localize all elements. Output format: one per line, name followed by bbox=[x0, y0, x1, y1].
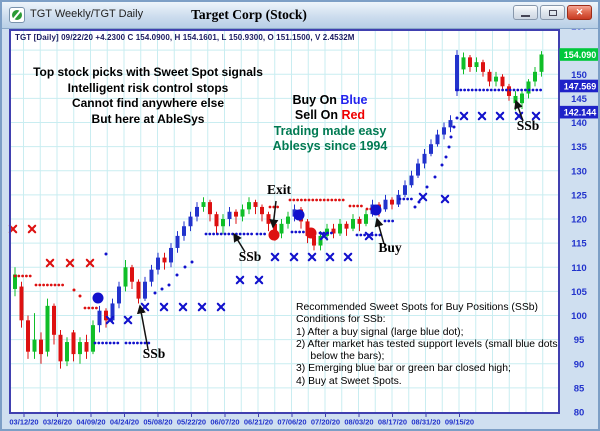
gridlines bbox=[10, 30, 559, 413]
cond-line: Recommended Sweet Spots for Buy Position… bbox=[296, 302, 538, 313]
svg-text:07/20/20: 07/20/20 bbox=[311, 418, 340, 427]
cond-line: 4) Buy at Sweet Spots. bbox=[296, 375, 402, 387]
close-icon: ✕ bbox=[575, 7, 584, 17]
svg-text:07/06/20: 07/06/20 bbox=[277, 418, 306, 427]
quote-line: TGT [Daily] 09/22/20 +4.2300 C 154.0900,… bbox=[15, 33, 355, 42]
cond-line: Conditions for SSb: bbox=[296, 314, 386, 326]
svg-text:06/07/20: 06/07/20 bbox=[210, 418, 239, 427]
support-resistance-dots bbox=[13, 88, 542, 345]
svg-text:Exit: Exit bbox=[267, 182, 292, 197]
svg-text:142.144: 142.144 bbox=[564, 108, 597, 118]
promo-line: But here at AbleSys bbox=[91, 111, 205, 126]
svg-text:154.090: 154.090 bbox=[564, 50, 597, 60]
svg-text:05/08/20: 05/08/20 bbox=[143, 418, 172, 427]
maximize-icon bbox=[549, 10, 557, 16]
svg-text:SSb: SSb bbox=[517, 118, 540, 133]
slogan-block: Buy On Blue Sell On Red Trading made eas… bbox=[254, 93, 406, 154]
maximize-button[interactable] bbox=[540, 5, 565, 20]
promo-line: Cannot find anywhere else bbox=[71, 96, 225, 110]
slogan-sell-line: Sell On Red bbox=[254, 108, 406, 123]
signal-dots bbox=[92, 204, 382, 304]
close-button[interactable]: ✕ bbox=[567, 5, 592, 20]
window-controls: ✕ bbox=[513, 5, 592, 20]
svg-text:145: 145 bbox=[571, 94, 588, 105]
cond-line: below the bars); bbox=[296, 351, 385, 363]
svg-text:100: 100 bbox=[571, 311, 587, 322]
date-axis: 03/12/20 03/26/20 04/09/20 04/24/20 05/08/20… bbox=[9, 413, 474, 427]
svg-text:135: 135 bbox=[571, 142, 588, 153]
svg-text:110: 110 bbox=[571, 263, 586, 274]
svg-text:80: 80 bbox=[574, 408, 585, 419]
sell-word: Red bbox=[341, 108, 366, 123]
svg-text:130: 130 bbox=[571, 166, 587, 177]
conditions-block: Recommended Sweet Spots for Buy Position… bbox=[296, 302, 558, 388]
svg-text:SSb: SSb bbox=[143, 346, 166, 361]
svg-text:04/24/20: 04/24/20 bbox=[110, 418, 139, 427]
window-title-center: Target Corp (Stock) bbox=[191, 7, 307, 22]
globe-icon bbox=[12, 10, 22, 20]
svg-text:90: 90 bbox=[574, 359, 585, 370]
cond-line: 3) Emerging blue bar or green bar closed… bbox=[296, 363, 511, 375]
sell-prefix: Sell On bbox=[294, 108, 342, 123]
svg-text:08/03/20: 08/03/20 bbox=[344, 418, 373, 427]
svg-text:04/09/20: 04/09/20 bbox=[76, 418, 105, 427]
svg-text:120: 120 bbox=[571, 215, 587, 226]
svg-text:85: 85 bbox=[574, 383, 585, 394]
promo-block: Top stock picks with Sweet Spot signals I… bbox=[28, 65, 268, 127]
svg-text:105: 105 bbox=[571, 287, 588, 298]
cond-line: 2) After market has tested support level… bbox=[296, 338, 558, 350]
svg-text:03/12/20: 03/12/20 bbox=[9, 418, 38, 427]
app-icon bbox=[9, 7, 25, 23]
svg-text:95: 95 bbox=[574, 335, 585, 346]
cond-line: 1) After a buy signal (large blue dot); bbox=[296, 326, 464, 338]
svg-text:Buy: Buy bbox=[378, 240, 402, 255]
slogan-buy-line: Buy On Blue bbox=[254, 93, 406, 108]
svg-text:147.569: 147.569 bbox=[564, 81, 597, 91]
buy-word: Blue bbox=[340, 93, 368, 107]
svg-text:08/31/20: 08/31/20 bbox=[411, 418, 440, 427]
svg-text:150: 150 bbox=[571, 70, 587, 81]
svg-text:05/22/20: 05/22/20 bbox=[177, 418, 206, 427]
svg-text:08/17/20: 08/17/20 bbox=[378, 418, 407, 427]
slogan-line3: Trading made easy bbox=[273, 123, 387, 138]
window-title-left: TGT Weekly/TGT Daily bbox=[30, 8, 144, 20]
title-bar[interactable]: TGT Weekly/TGT Daily Target Corp (Stock)… bbox=[2, 2, 598, 29]
buy-prefix: Buy On bbox=[292, 93, 341, 107]
svg-text:140: 140 bbox=[571, 118, 587, 129]
svg-text:03/26/20: 03/26/20 bbox=[43, 418, 72, 427]
slogan-line4: Ablesys since 1994 bbox=[272, 138, 388, 153]
svg-text:09/15/20: 09/15/20 bbox=[445, 418, 474, 427]
plot-border bbox=[9, 29, 560, 414]
candlesticks bbox=[13, 50, 544, 369]
promo-line: Intelligent risk control stops bbox=[67, 80, 229, 95]
svg-text:SSb: SSb bbox=[239, 249, 262, 264]
annotations: SSb SSb Exit Buy SSb bbox=[136, 99, 540, 361]
minimize-icon bbox=[521, 15, 530, 17]
price-axis: 1601501451401351301251201151101051009590… bbox=[559, 22, 598, 419]
svg-text:125: 125 bbox=[571, 190, 588, 201]
svg-text:06/21/20: 06/21/20 bbox=[244, 418, 273, 427]
svg-text:115: 115 bbox=[571, 239, 587, 250]
minimize-button[interactable] bbox=[513, 5, 538, 20]
promo-line: Top stock picks with Sweet Spot signals bbox=[33, 65, 263, 79]
